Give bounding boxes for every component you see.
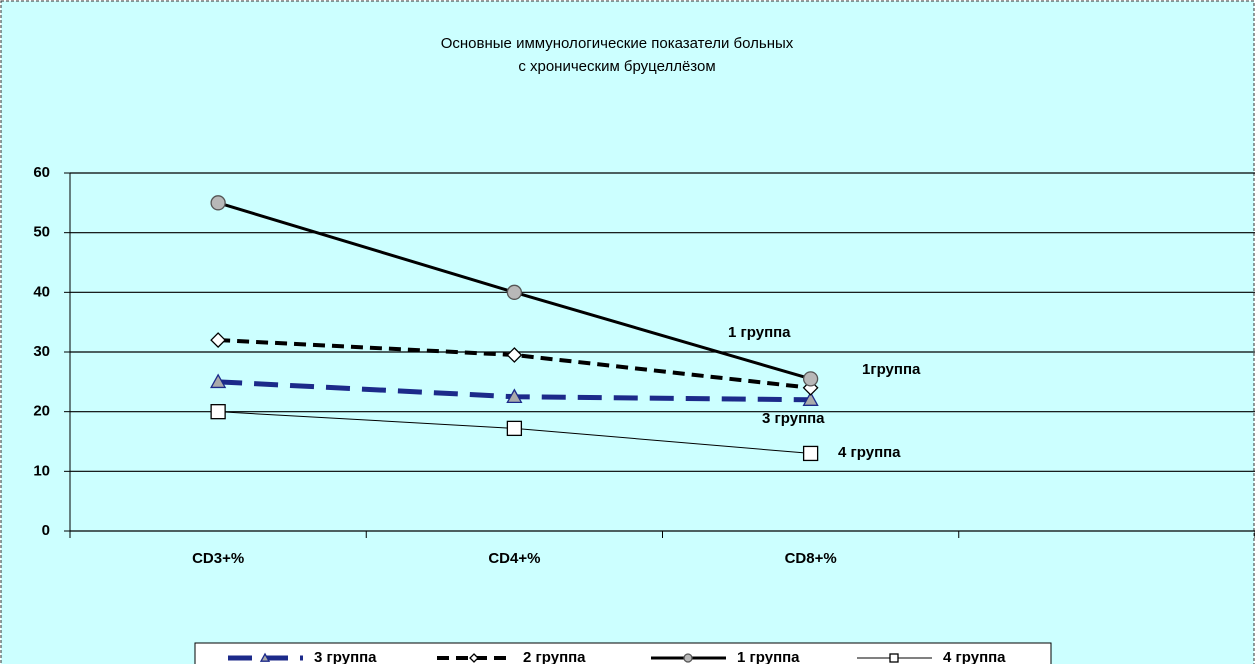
annotation: 1группа (862, 361, 921, 378)
legend (194, 642, 1052, 664)
point (802, 391, 819, 406)
y-tick-label: 20 (33, 403, 50, 420)
x-tick-label: CD8+% (785, 550, 837, 567)
annotation: 3 группа (762, 410, 825, 427)
point (802, 445, 819, 462)
chart-title: Основные иммунологические показатели бол… (441, 35, 794, 52)
point (210, 373, 227, 389)
chart-title: с хроническим бруцеллёзом (518, 58, 715, 75)
x-tick-label: CD4+% (488, 550, 540, 567)
point (802, 371, 819, 387)
point (506, 388, 523, 404)
y-tick-label: 10 (33, 462, 50, 479)
legend-label: 4 группа (943, 649, 1006, 664)
annotation: 1 группа (728, 324, 791, 341)
annotation: 4 группа (838, 444, 901, 461)
legend-label: 2 группа (523, 649, 586, 664)
legend-marker (889, 653, 899, 663)
legend-label: 1 группа (737, 649, 800, 664)
y-tick-label: 30 (33, 343, 50, 360)
x-tick-label: CD3+% (192, 550, 244, 567)
legend-marker (683, 653, 693, 663)
legend-label: 3 группа (314, 649, 377, 664)
point (210, 195, 226, 211)
y-tick-label: 0 (42, 522, 50, 539)
legend-marker (259, 652, 271, 662)
y-tick-label: 60 (33, 164, 50, 181)
legend-marker (469, 653, 479, 663)
point (210, 332, 227, 348)
point (506, 347, 523, 363)
y-tick-label: 40 (33, 283, 50, 300)
y-tick-label: 50 (33, 224, 50, 241)
point (506, 284, 523, 300)
point (506, 420, 523, 437)
point (210, 404, 226, 420)
